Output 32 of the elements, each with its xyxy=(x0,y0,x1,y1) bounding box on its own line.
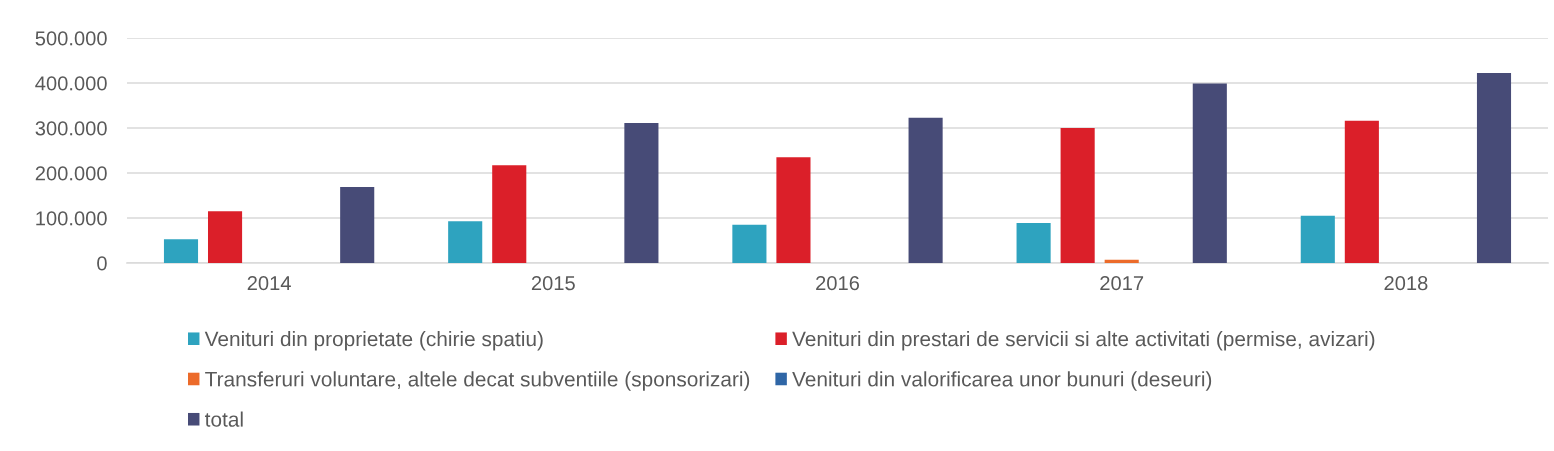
bar xyxy=(1016,222,1051,263)
x-tick-label: 2017 xyxy=(1100,276,1144,291)
y-tick-label: 0 xyxy=(97,256,107,271)
bar xyxy=(492,165,527,263)
bar xyxy=(908,117,943,263)
x-tick-label: 2016 xyxy=(816,276,860,291)
bar xyxy=(776,157,811,263)
legend-label: Venituri din prestari de servicii si alte activitati (permise, avizari) xyxy=(792,331,1375,351)
y-tick-label: 300.000 xyxy=(35,121,107,136)
bar xyxy=(1104,259,1139,263)
y-tick-label: 500.000 xyxy=(35,31,107,46)
legend-label: Venituri din proprietate (chirie spatiu) xyxy=(204,331,543,351)
y-tick-label: 400.000 xyxy=(35,76,107,91)
y-tick-label: 100.000 xyxy=(36,211,107,226)
y-tick-label: 200.000 xyxy=(35,166,107,181)
bar xyxy=(732,224,767,263)
bar xyxy=(1300,215,1335,263)
bar xyxy=(1476,73,1512,263)
legend-label: Venituri din valorificarea unor bunuri (deseuri) xyxy=(792,371,1212,391)
x-tick-label: 2014 xyxy=(247,276,291,291)
bar xyxy=(163,239,199,263)
x-tick-label: 2018 xyxy=(1384,276,1428,291)
bar xyxy=(448,221,483,263)
legend-label: Transferuri voluntare, altele decat subventiile (sponsorizari) xyxy=(205,371,750,391)
bar xyxy=(1060,128,1095,263)
bar xyxy=(208,211,243,263)
bar xyxy=(1192,83,1227,263)
bar xyxy=(340,186,375,263)
legend-label: total xyxy=(204,411,243,427)
bar xyxy=(1344,120,1379,263)
x-tick-label: 2015 xyxy=(531,276,575,291)
bar xyxy=(624,123,659,263)
